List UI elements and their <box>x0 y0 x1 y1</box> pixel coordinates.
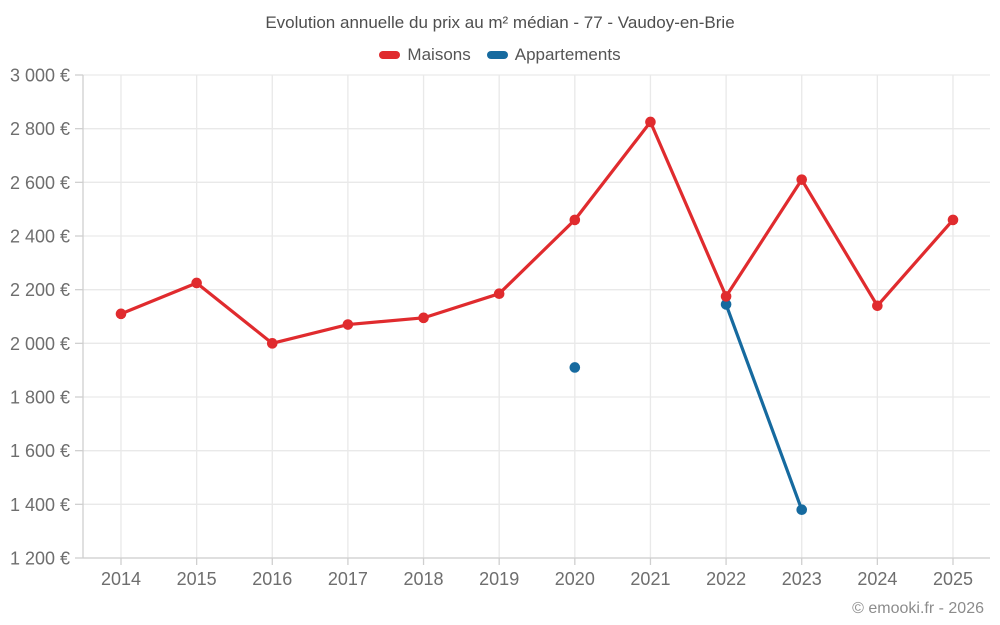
svg-text:1 400 €: 1 400 € <box>10 495 70 515</box>
svg-text:2024: 2024 <box>857 569 897 589</box>
svg-text:2 800 €: 2 800 € <box>10 119 70 139</box>
legend-item-appartements[interactable]: Appartements <box>486 45 621 65</box>
maisons-series-swatch-icon <box>379 51 401 59</box>
svg-text:2 200 €: 2 200 € <box>10 280 70 300</box>
svg-text:2019: 2019 <box>479 569 519 589</box>
appartements-series-swatch-icon <box>486 51 508 59</box>
svg-text:2 400 €: 2 400 € <box>10 227 70 247</box>
svg-text:2016: 2016 <box>252 569 292 589</box>
svg-text:2025: 2025 <box>933 569 973 589</box>
legend-item-maisons[interactable]: Maisons <box>379 45 471 65</box>
svg-text:1 600 €: 1 600 € <box>10 441 70 461</box>
svg-text:3 000 €: 3 000 € <box>10 66 70 86</box>
svg-text:2021: 2021 <box>630 569 670 589</box>
legend-label-maisons: Maisons <box>407 45 471 64</box>
chart-title: Evolution annuelle du prix au m² médian … <box>265 13 735 32</box>
svg-text:2022: 2022 <box>706 569 746 589</box>
svg-text:2 000 €: 2 000 € <box>10 334 70 354</box>
svg-text:2020: 2020 <box>555 569 595 589</box>
legend: Maisons Appartements <box>0 45 1000 65</box>
svg-text:2017: 2017 <box>328 569 368 589</box>
svg-text:1 200 €: 1 200 € <box>10 549 70 569</box>
copyright: © emooki.fr - 2026 <box>852 600 984 617</box>
svg-text:2018: 2018 <box>404 569 444 589</box>
svg-text:2014: 2014 <box>101 569 141 589</box>
svg-text:1 800 €: 1 800 € <box>10 388 70 408</box>
svg-text:2023: 2023 <box>782 569 822 589</box>
legend-label-appartements: Appartements <box>514 45 621 64</box>
svg-text:2015: 2015 <box>177 569 217 589</box>
svg-text:2 600 €: 2 600 € <box>10 173 70 193</box>
